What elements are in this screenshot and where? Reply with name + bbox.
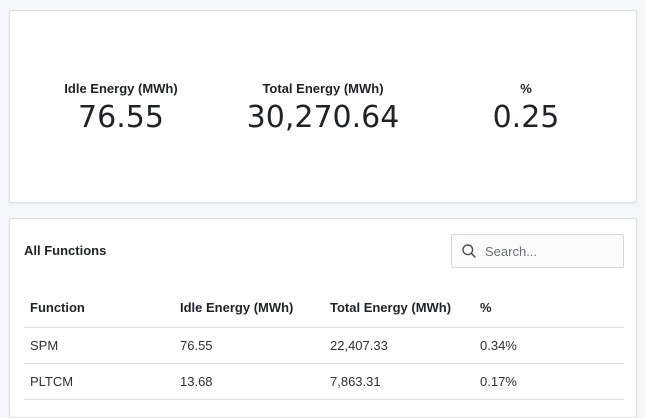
search-box[interactable]: [451, 234, 624, 268]
functions-table-card: All Functions Function Idle Energy (MWh)…: [9, 218, 637, 418]
table-row[interactable]: SPM 76.55 22,407.33 0.34%: [24, 327, 624, 364]
kpi-percent-value: 0.25: [492, 100, 560, 135]
functions-table: Function Idle Energy (MWh) Total Energy …: [24, 289, 624, 400]
column-header-total-energy[interactable]: Total Energy (MWh): [324, 289, 474, 328]
kpi-total-energy-label: Total Energy (MWh): [262, 81, 384, 96]
cell-idle-energy: 13.68: [174, 363, 324, 400]
cell-idle-energy: 76.55: [174, 327, 324, 364]
kpi-total-energy-value: 30,270.64: [246, 100, 400, 135]
table-row[interactable]: PLTCM 13.68 7,863.31 0.17%: [24, 363, 624, 400]
kpi-idle-energy-label: Idle Energy (MWh): [64, 81, 178, 96]
kpi-percent-label: %: [520, 81, 532, 96]
kpi-total-energy: Total Energy (MWh) 30,270.64: [223, 81, 423, 135]
cell-function: SPM: [24, 327, 174, 364]
kpi-idle-energy: Idle Energy (MWh) 76.55: [21, 81, 221, 135]
column-header-function[interactable]: Function: [24, 289, 174, 328]
summary-card: Idle Energy (MWh) 76.55 Total Energy (MW…: [9, 10, 637, 203]
cell-percent: 0.17%: [474, 363, 624, 400]
column-header-percent[interactable]: %: [474, 289, 624, 328]
search-input[interactable]: [485, 243, 615, 259]
table-title: All Functions: [24, 243, 107, 258]
column-header-idle-energy[interactable]: Idle Energy (MWh): [174, 289, 324, 328]
kpi-idle-energy-value: 76.55: [78, 100, 164, 135]
cell-total-energy: 22,407.33: [324, 327, 474, 364]
search-icon: [462, 244, 476, 258]
cell-percent: 0.34%: [474, 327, 624, 364]
cell-total-energy: 7,863.31: [324, 363, 474, 400]
cell-function: PLTCM: [24, 363, 174, 400]
table-header-row: Function Idle Energy (MWh) Total Energy …: [24, 289, 624, 328]
kpi-percent: % 0.25: [426, 81, 626, 135]
